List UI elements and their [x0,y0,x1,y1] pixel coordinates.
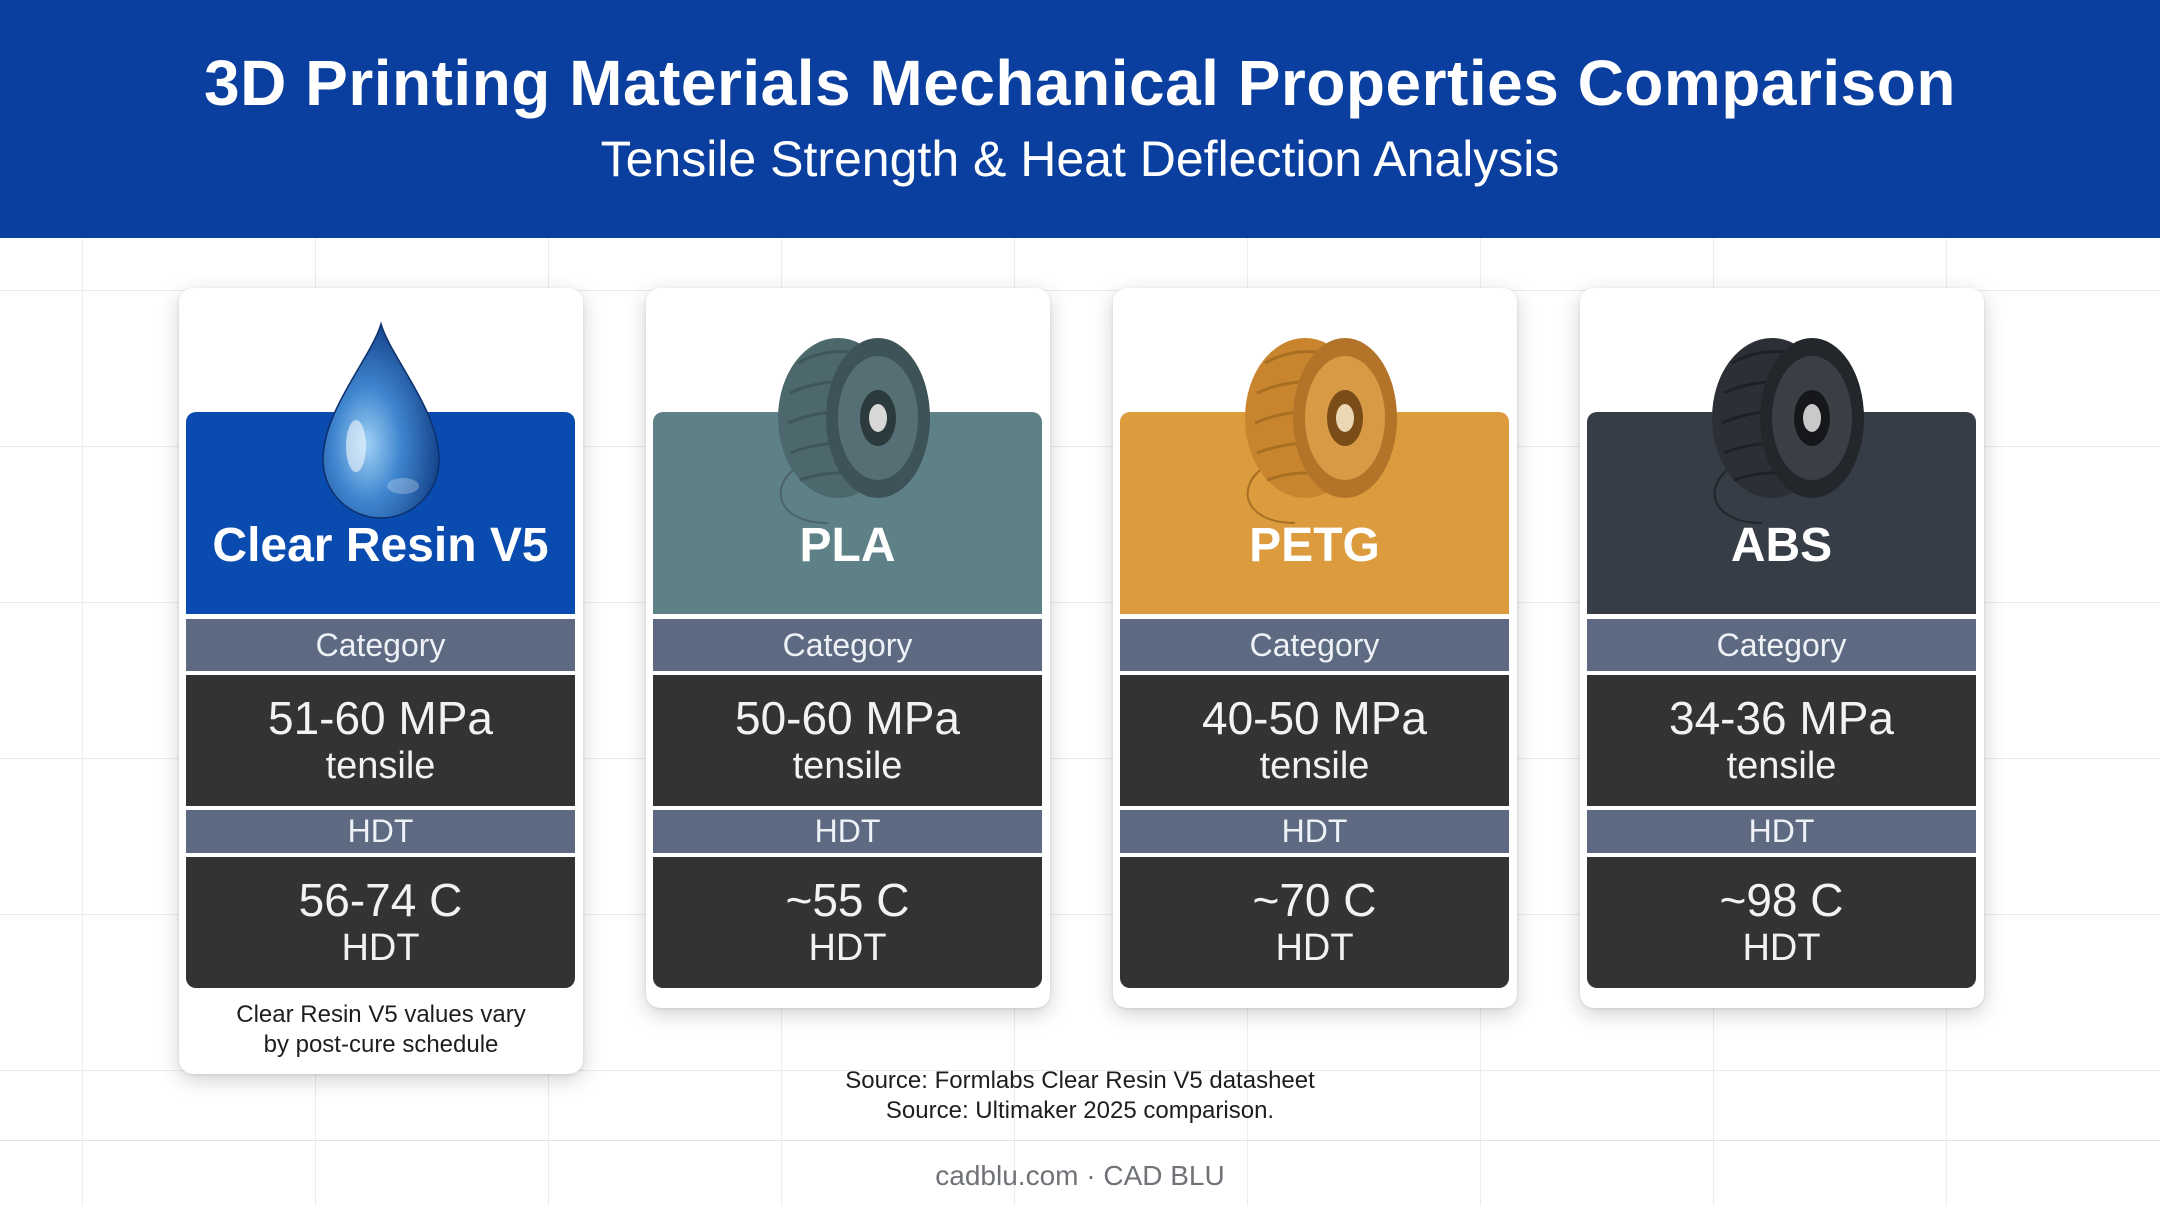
material-card-clear-resin: Clear Resin V5 Category 51-60 MPa tensil… [179,288,583,1074]
category-band: Category [653,619,1042,671]
footer-credit: cadblu.com · CAD BLU [935,1160,1225,1191]
resin-note-line2: by post-cure schedule [263,1031,499,1058]
material-name: PLA [799,519,896,572]
sources-note: Source: Formlabs Clear Resin V5 datashee… [0,1066,2160,1126]
hdt-band: HDT [653,810,1042,853]
hdt-block: 56-74 C HDT [186,857,575,988]
category-band: Category [1120,619,1509,671]
material-name: Clear Resin V5 [212,519,549,572]
hdt-value: ~98 C [1719,874,1844,926]
source-line-2: Source: Ultimaker 2025 comparison. [885,1097,1275,1124]
resin-note-line1: Clear Resin V5 values vary [236,1001,526,1028]
tensile-block: 51-60 MPa tensile [186,675,575,806]
tensile-block: 50-60 MPa tensile [653,675,1042,806]
material-card-abs: ABS Category 34-36 MPa tensile HDT ~98 C… [1580,288,1984,1008]
hdt-value: ~70 C [1252,874,1377,926]
hdt-label: HDT [1742,927,1821,969]
hdt-band: HDT [1120,810,1509,853]
hdt-label: HDT [808,927,887,969]
hdt-value: 56-74 C [298,874,463,926]
material-card-pla: PLA Category 50-60 MPa tensile HDT ~55 C… [646,288,1050,1008]
tensile-value: 50-60 MPa [734,692,960,744]
filament-spool-icon [778,338,930,524]
hdt-label: HDT [1275,927,1354,969]
category-band: Category [1587,619,1976,671]
tensile-value: 51-60 MPa [267,692,493,744]
source-line-1: Source: Formlabs Clear Resin V5 datashee… [845,1067,1315,1094]
tensile-value: 34-36 MPa [1668,692,1894,744]
filament-spool-icon [1245,338,1397,524]
hdt-label: HDT [341,927,420,969]
hdt-block: ~70 C HDT [1120,857,1509,988]
hdt-band: HDT [1587,810,1976,853]
filament-spool-icon [1712,338,1864,524]
tensile-label: tensile [792,745,903,787]
tensile-label: tensile [1259,745,1370,787]
material-name: PETG [1249,519,1380,572]
hdt-block: ~55 C HDT [653,857,1042,988]
tensile-label: tensile [325,745,436,787]
tensile-block: 40-50 MPa tensile [1120,675,1509,806]
material-header-panel: PLA [653,412,1042,614]
footer-divider [0,1140,2160,1141]
hdt-block: ~98 C HDT [1587,857,1976,988]
tensile-value: 40-50 MPa [1201,692,1427,744]
tensile-label: tensile [1726,745,1837,787]
material-name: ABS [1730,519,1833,572]
resin-droplet-icon [322,321,440,519]
tensile-block: 34-36 MPa tensile [1587,675,1976,806]
resin-note: Clear Resin V5 values vary by post-cure … [179,1000,583,1060]
hdt-band: HDT [186,810,575,853]
category-band: Category [186,619,575,671]
material-header-panel: PETG [1120,412,1509,614]
hdt-value: ~55 C [785,874,910,926]
material-card-petg: PETG Category 40-50 MPa tensile HDT ~70 … [1113,288,1517,1008]
header-banner: 3D Printing Materials Mechanical Propert… [0,0,2160,238]
page-subtitle: Tensile Strength & Heat Deflection Analy… [600,131,1560,187]
page-title: 3D Printing Materials Mechanical Propert… [204,47,1956,119]
